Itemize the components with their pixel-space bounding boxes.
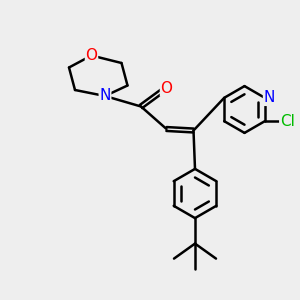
Text: O: O	[85, 48, 98, 63]
Text: N: N	[99, 88, 111, 104]
Text: Cl: Cl	[280, 114, 295, 129]
Text: O: O	[160, 81, 172, 96]
Text: N: N	[264, 90, 275, 105]
